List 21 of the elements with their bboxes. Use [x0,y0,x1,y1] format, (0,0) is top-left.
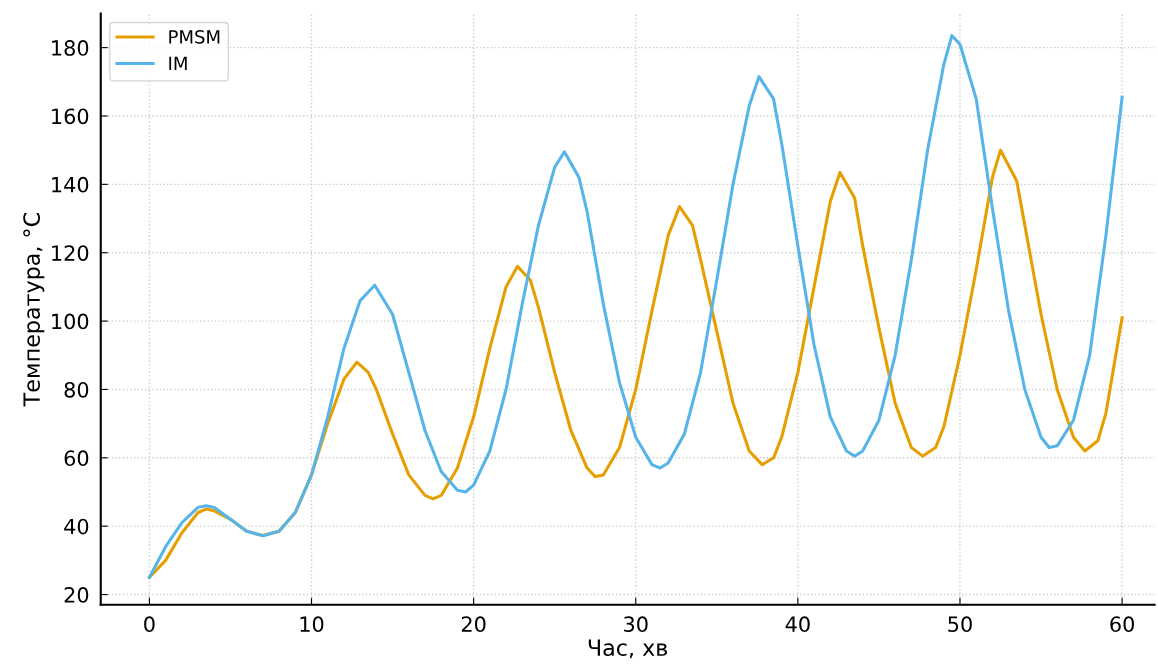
y-tick-label: 100 [52,313,89,330]
legend-label: IM [169,56,187,70]
x-tick-label: 0 [144,616,155,633]
x-tick-label: 50 [948,616,972,633]
y-axis-title: Температура, °C [23,213,45,407]
y-tick-label: 160 [52,108,89,125]
x-tick-label: 10 [300,616,324,633]
y-tick-label: 20 [64,587,89,603]
legend-label: PMSM [169,30,220,44]
y-tick-label: 120 [52,245,89,261]
y-tick-label: 60 [64,450,89,467]
line-series [147,148,1124,579]
y-tick-label: 40 [64,518,89,535]
y-tick-label: 140 [52,176,89,193]
x-tick-label: 30 [624,616,648,633]
x-tick-label: 60 [1110,616,1134,633]
x-tick-label: 40 [785,616,810,633]
x-axis-title: Час, хв [588,639,668,659]
y-tick-label: 180 [52,40,89,56]
x-tick-label: 20 [461,616,486,633]
y-tick-label: 80 [64,381,89,398]
